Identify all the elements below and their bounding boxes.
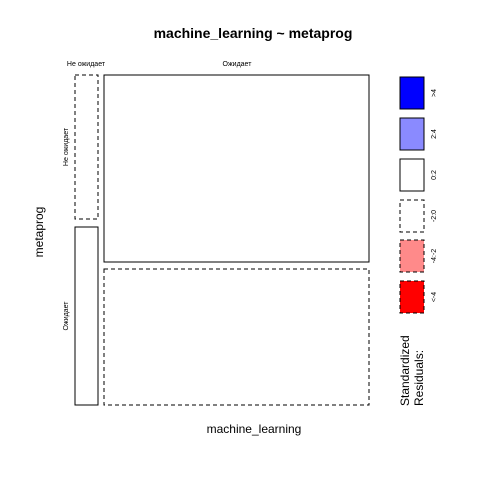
legend-label-neg2-0: -2:0 bbox=[431, 210, 438, 222]
legend-label-gt4: >4 bbox=[431, 89, 438, 97]
legend-title-line1: Standardized bbox=[398, 335, 412, 406]
legend-swatch-2-4 bbox=[399, 117, 425, 151]
legend-label-2-4: 2:4 bbox=[431, 129, 438, 139]
column-label-ne-ozhidaet: Не ожидает bbox=[67, 61, 106, 68]
legend-label-lt-neg4: <-4 bbox=[431, 292, 438, 302]
legend-title-line2: Residuals: bbox=[412, 350, 426, 406]
chart-title: machine_learning ~ metaprog bbox=[154, 25, 353, 41]
legend-swatch-gt4 bbox=[399, 76, 425, 110]
legend-label-0-2: 0:2 bbox=[431, 170, 438, 180]
y-axis-label: metaprog bbox=[32, 207, 46, 258]
mosaic-cell-ozhidaet-ozhidaet bbox=[103, 268, 370, 406]
residuals-legend: >4 2:4 0:2 -2:0 -4:-2 <-4 Standardized R… bbox=[398, 76, 438, 406]
mosaic-cell-ne-ozhidaet-ne-ozhidaet bbox=[74, 74, 99, 220]
legend-label-neg4-neg2: -4:-2 bbox=[431, 249, 438, 264]
legend-swatch-lt-neg4 bbox=[399, 280, 425, 314]
legend-swatch-0-2 bbox=[399, 158, 425, 192]
row-label-ne-ozhidaet: Не ожидает bbox=[63, 127, 70, 166]
legend-swatch-neg2-0 bbox=[399, 199, 425, 233]
column-label-ozhidaet: Ожидает bbox=[223, 61, 253, 68]
mosaic-cell-ne-ozhidaet-ozhidaet bbox=[74, 226, 99, 406]
x-axis-label: machine_learning bbox=[207, 422, 302, 436]
mosaic-cell-ozhidaet-ne-ozhidaet bbox=[103, 74, 370, 263]
row-label-ozhidaet: Ожидает bbox=[63, 301, 70, 331]
legend-swatch-neg4-neg2 bbox=[399, 239, 425, 273]
